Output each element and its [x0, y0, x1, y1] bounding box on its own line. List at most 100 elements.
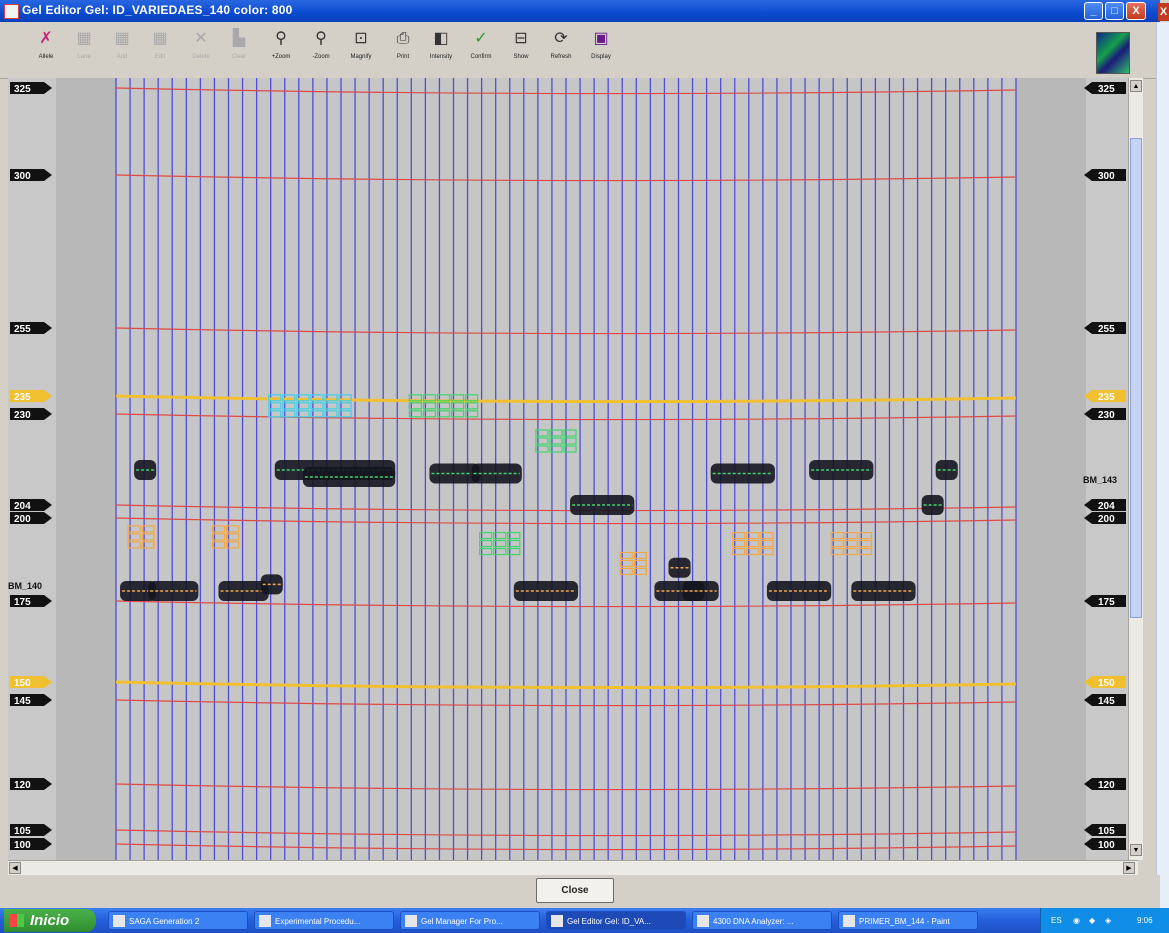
- zoom-in-icon: ⚲: [275, 30, 287, 47]
- allele-bin-box: [844, 531, 858, 540]
- tool-magnify-button[interactable]: ⊡ Magnify: [342, 28, 380, 74]
- gel-band: [471, 463, 522, 484]
- allele-bin-box: [535, 429, 549, 437]
- tool-label: +Zoom: [271, 54, 291, 60]
- tool-show-button[interactable]: ⊟ Show: [502, 28, 540, 74]
- scroll-down-arrow-icon[interactable]: ▼: [1130, 844, 1142, 856]
- tool-add-button[interactable]: ▦ Add: [103, 28, 141, 74]
- language-indicator[interactable]: ES: [1051, 916, 1062, 925]
- tool-confirm-button[interactable]: ✓ Confirm: [462, 28, 500, 74]
- left-size-marker: 145: [10, 694, 52, 707]
- allele-bin-box: [619, 567, 633, 576]
- taskbar-item[interactable]: Gel Editor Gel: ID_VA...: [546, 911, 686, 930]
- allele-bin-box: [211, 541, 226, 549]
- allele-bin-box: [549, 437, 563, 445]
- app-icon: [551, 915, 563, 927]
- left-size-marker: 230: [10, 408, 52, 421]
- tool-display-button[interactable]: ▣ Display: [582, 28, 620, 74]
- gel-view[interactable]: 325 300 255 235 230 204 200 175 150 145 120 105 100 3…: [8, 78, 1128, 860]
- allele-bin-box: [310, 402, 324, 410]
- taskbar-item[interactable]: PRIMER_BM_144 - Paint: [838, 911, 978, 930]
- left-size-marker: 120: [10, 778, 52, 791]
- tool-label: Add: [116, 54, 128, 60]
- start-button[interactable]: Inicio: [4, 909, 96, 932]
- tool-delete-button[interactable]: ✕ Delete: [182, 28, 220, 74]
- security-icon[interactable]: ◈: [1105, 916, 1112, 925]
- right-size-marker: 150: [1084, 676, 1126, 689]
- taskbar: Inicio SAGA Generation 2 Experimental Pro…: [0, 908, 1169, 933]
- allele-bin-box: [338, 410, 352, 418]
- tool-zoom-button[interactable]: ⚲ +Zoom: [262, 28, 300, 74]
- allele-bin-box: [844, 547, 858, 556]
- tool-intensity-button[interactable]: ◧ Intensity: [422, 28, 460, 74]
- allele-icon: ✗: [39, 30, 53, 47]
- taskbar-item[interactable]: 4300 DNA Analyzer: ...: [692, 911, 832, 930]
- allele-bin-box: [127, 525, 141, 533]
- app-icon: [113, 915, 125, 927]
- tool-allele-button[interactable]: ✗ Allele: [27, 28, 65, 74]
- vertical-scroll-thumb[interactable]: [1130, 138, 1142, 618]
- size-marker-label: 204: [14, 501, 31, 512]
- scroll-up-arrow-icon[interactable]: ▲: [1130, 80, 1142, 92]
- volume-icon[interactable]: ◆: [1089, 916, 1096, 925]
- scroll-left-arrow-icon[interactable]: ◀: [9, 862, 21, 874]
- taskbar-item[interactable]: Experimental Procedu...: [254, 911, 394, 930]
- size-marker-label: 150: [1098, 678, 1115, 689]
- scroll-right-arrow-icon[interactable]: ▶: [1123, 862, 1135, 874]
- tool-print-button[interactable]: ⎙ Print: [384, 28, 422, 74]
- allele-bin-box: [464, 394, 479, 402]
- minimize-button[interactable]: _: [1084, 2, 1103, 20]
- allele-bin-box: [422, 394, 437, 402]
- size-marker-label: 175: [1098, 597, 1115, 608]
- allele-bin-box: [493, 547, 507, 556]
- allele-bin-box: [338, 394, 352, 402]
- left-size-marker: 255: [10, 322, 52, 335]
- allele-bin-box: [225, 541, 240, 549]
- magnify-icon: ⊡: [354, 30, 368, 47]
- size-line: [115, 394, 1017, 404]
- size-marker-label: 100: [1098, 840, 1115, 851]
- title-bar: Gel Editor Gel: ID_VARIEDAES_140 color: …: [0, 0, 1160, 22]
- gel-right-shadow: [1016, 78, 1086, 860]
- taskbar-item[interactable]: SAGA Generation 2: [108, 911, 248, 930]
- left-size-marker: 325: [10, 82, 52, 95]
- right-size-marker: 145: [1084, 694, 1126, 707]
- left-size-marker: 175: [10, 595, 52, 608]
- close-button[interactable]: Close: [536, 878, 614, 903]
- size-marker-label: 255: [14, 324, 31, 335]
- lane-icon: ▦: [76, 30, 92, 47]
- allele-bin-box: [141, 541, 155, 549]
- tool-edit-button[interactable]: ▦ Edit: [141, 28, 179, 74]
- allele-bin-box: [858, 531, 872, 540]
- gel-band: [935, 460, 958, 480]
- left-size-marker: 204: [10, 499, 52, 512]
- size-line: [115, 829, 1017, 837]
- allele-bin-box: [732, 547, 746, 556]
- close-window-button[interactable]: X: [1126, 2, 1146, 20]
- confirm-icon: ✓: [474, 30, 488, 47]
- tool-label: Delete: [192, 54, 210, 60]
- taskbar-item[interactable]: Gel Manager For Pro...: [400, 911, 540, 930]
- allele-bin-box: [746, 531, 760, 540]
- right-size-marker: 175: [1084, 595, 1126, 608]
- maximize-button[interactable]: □: [1105, 2, 1124, 20]
- network-icon[interactable]: ◉: [1073, 916, 1080, 925]
- vertical-scrollbar[interactable]: ▲ ▼: [1128, 78, 1143, 860]
- allele-bin-box: [338, 402, 352, 410]
- allele-bin-box: [211, 533, 226, 541]
- tool-refresh-button[interactable]: ⟳ Refresh: [542, 28, 580, 74]
- gel-image[interactable]: 325 300 255 235 230 204 200 175 150 145 120 105 100 3…: [8, 78, 1128, 860]
- gel-band: [429, 463, 480, 484]
- outer-close-button[interactable]: X: [1158, 3, 1169, 21]
- left-size-marker: 150: [10, 676, 52, 689]
- size-line: [115, 699, 1017, 707]
- tool-clear-button[interactable]: ▙ Clear: [220, 28, 258, 74]
- tool-label: -Zoom: [312, 54, 330, 60]
- app-icon: [405, 915, 417, 927]
- horizontal-scrollbar[interactable]: ◀ ▶: [8, 860, 1138, 875]
- tool-zoom-button[interactable]: ⚲ -Zoom: [302, 28, 340, 74]
- allele-bin-box: [310, 394, 324, 402]
- tool-label: Allele: [38, 54, 54, 60]
- primer-label-left: BM_140: [8, 581, 42, 591]
- tool-lane-button[interactable]: ▦ Lane: [65, 28, 103, 74]
